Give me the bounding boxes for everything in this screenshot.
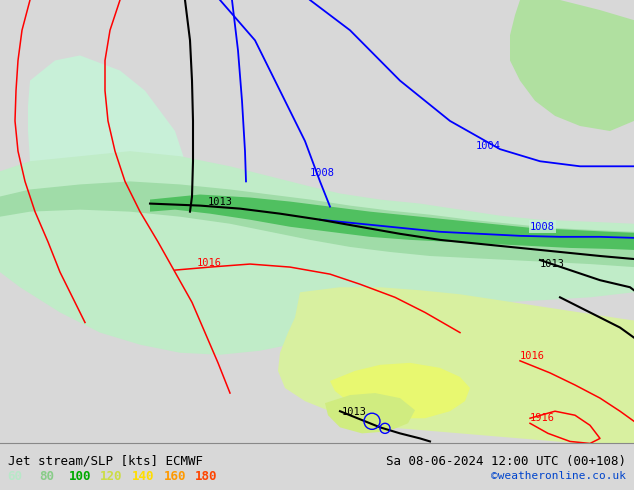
Text: 1008: 1008 xyxy=(530,222,555,232)
Text: Jet stream/SLP [kts] ECMWF: Jet stream/SLP [kts] ECMWF xyxy=(8,455,203,468)
Text: 1016: 1016 xyxy=(197,258,222,268)
Text: 80: 80 xyxy=(39,470,55,483)
Text: ©weatheronline.co.uk: ©weatheronline.co.uk xyxy=(491,471,626,481)
Text: 1013: 1013 xyxy=(342,407,367,417)
Text: 1008: 1008 xyxy=(310,169,335,178)
Polygon shape xyxy=(510,0,634,131)
Polygon shape xyxy=(278,287,634,443)
Text: 1016: 1016 xyxy=(520,351,545,361)
Text: Sa 08-06-2024 12:00 UTC (00+108): Sa 08-06-2024 12:00 UTC (00+108) xyxy=(386,455,626,468)
Text: 60: 60 xyxy=(8,470,23,483)
Text: 1013: 1013 xyxy=(540,259,565,269)
Polygon shape xyxy=(150,195,634,250)
Text: 1004: 1004 xyxy=(476,141,501,151)
Text: 160: 160 xyxy=(164,470,186,483)
Text: 140: 140 xyxy=(132,470,154,483)
Text: 180: 180 xyxy=(195,470,217,483)
Polygon shape xyxy=(325,393,415,433)
Text: 1013: 1013 xyxy=(208,196,233,207)
Polygon shape xyxy=(330,363,470,418)
Text: 100: 100 xyxy=(68,470,91,483)
Text: 120: 120 xyxy=(100,470,122,483)
Text: 1916: 1916 xyxy=(530,413,555,423)
Polygon shape xyxy=(0,181,634,267)
Polygon shape xyxy=(0,151,634,355)
Polygon shape xyxy=(28,55,195,322)
